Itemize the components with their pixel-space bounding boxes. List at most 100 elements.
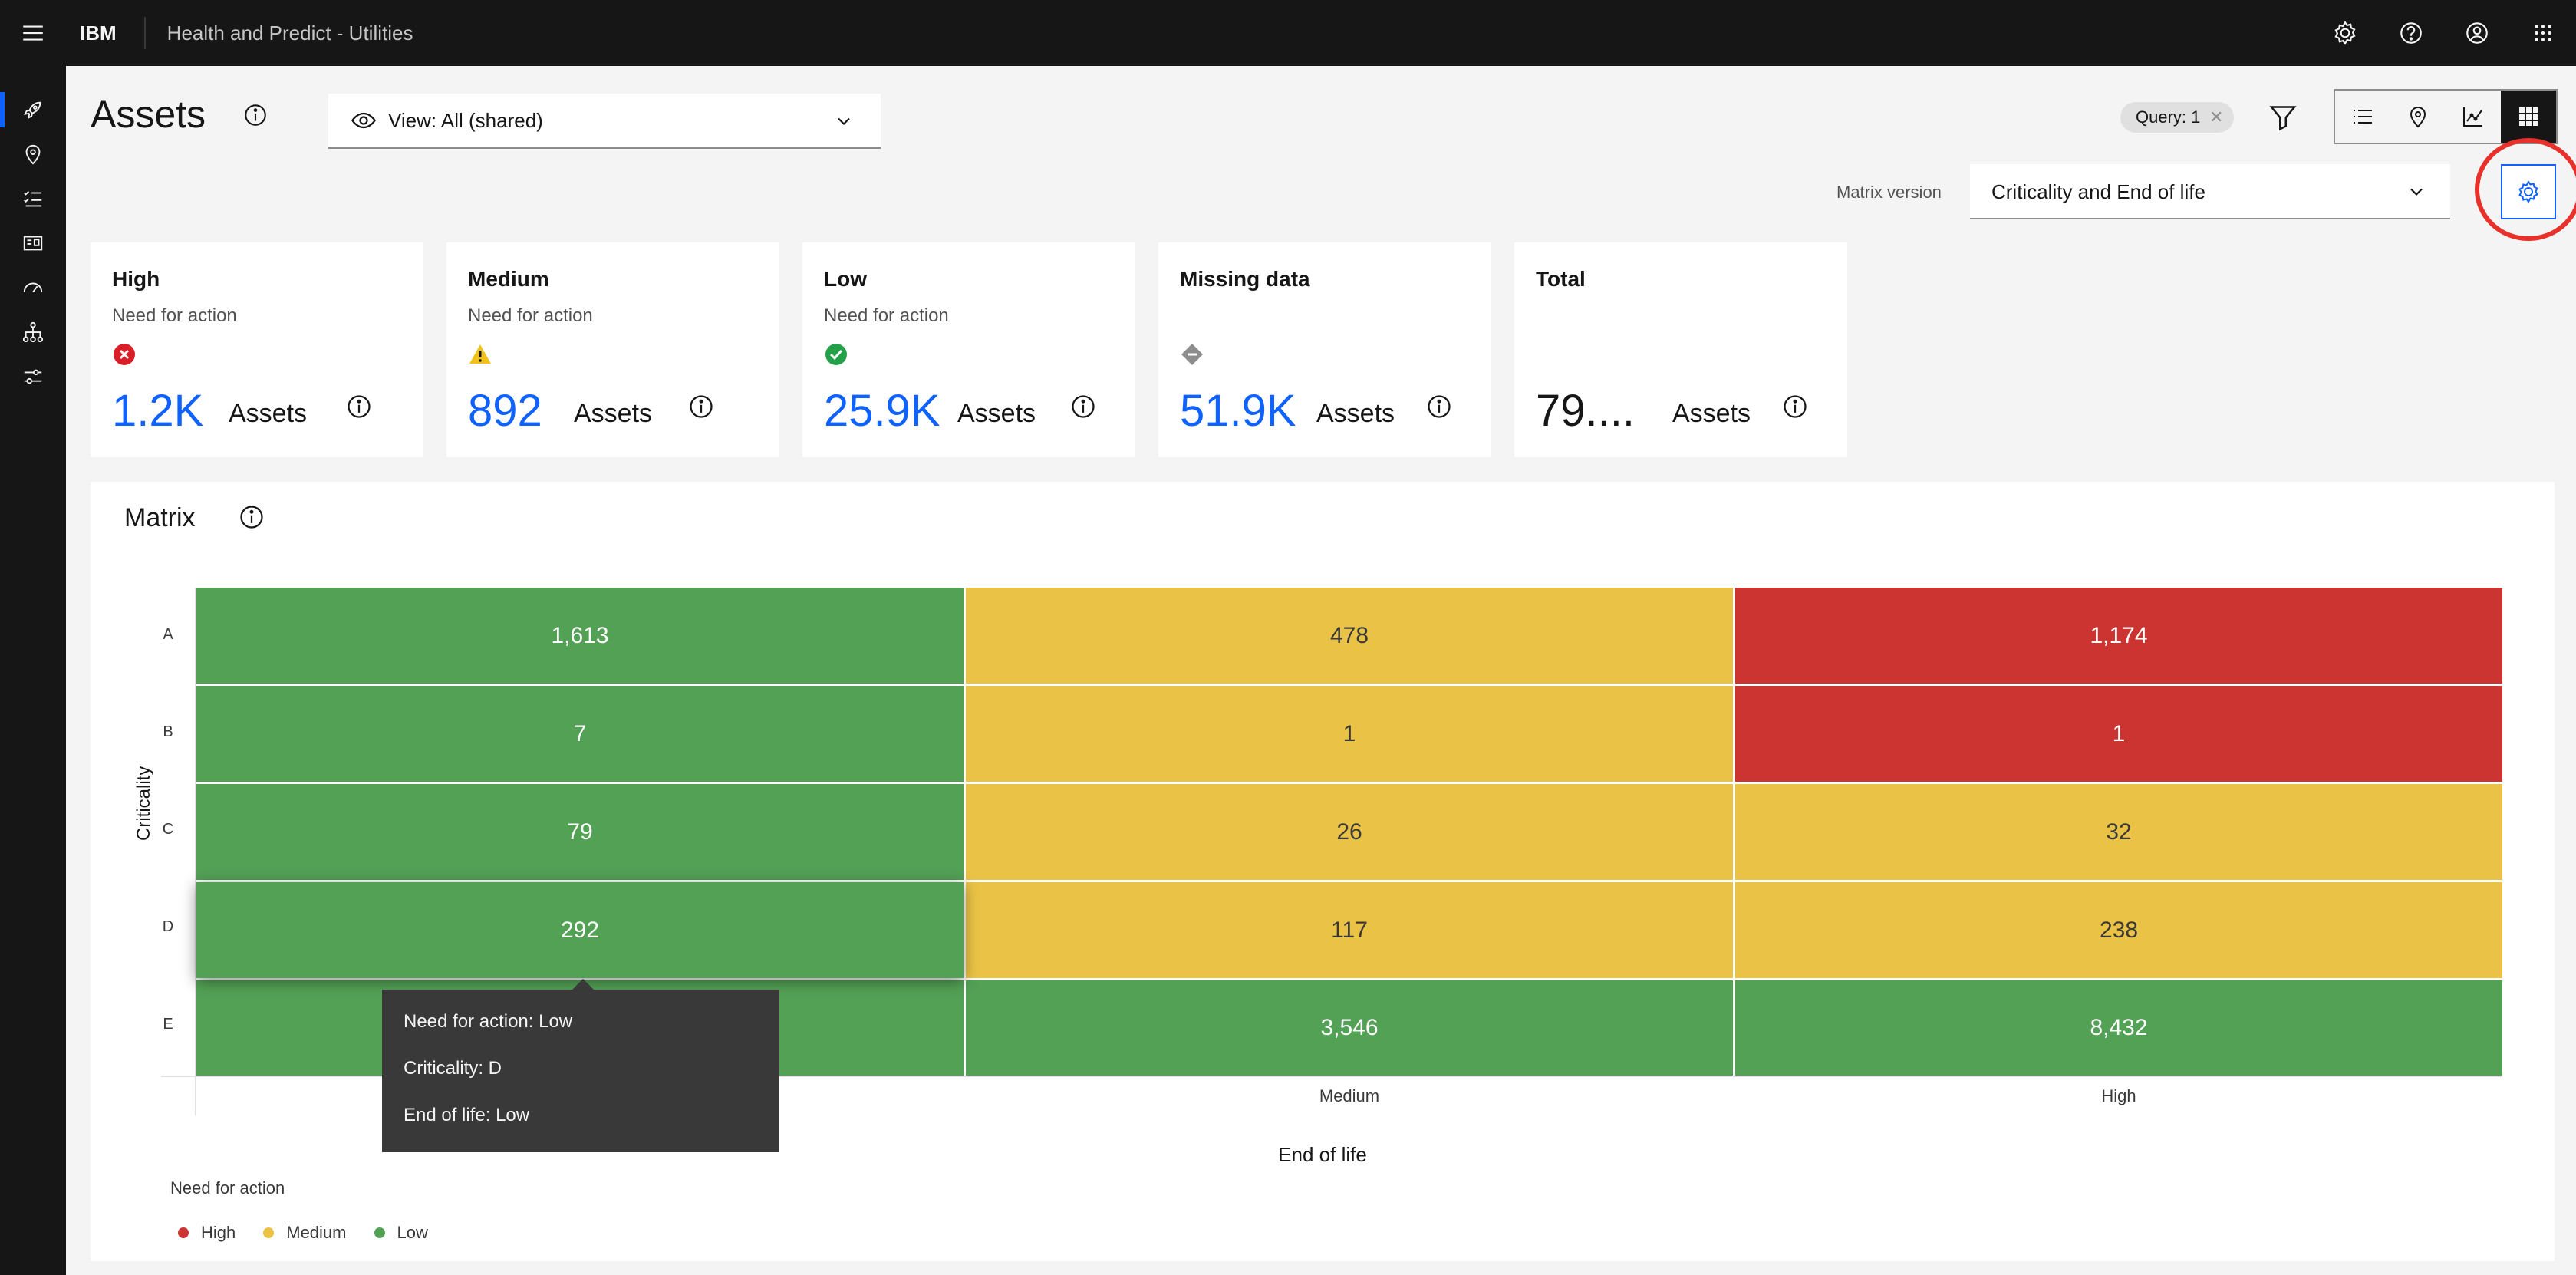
settings-icon[interactable] <box>2312 0 2378 66</box>
checklist-icon[interactable] <box>0 176 66 221</box>
legend: High Medium Low <box>178 1223 456 1243</box>
location-icon[interactable] <box>0 132 66 176</box>
matrix-icon[interactable] <box>2501 91 2556 143</box>
card-title: High <box>112 267 160 291</box>
list-icon[interactable] <box>2335 91 2390 143</box>
card-title: Missing data <box>1180 267 1310 291</box>
matrix-cell[interactable]: 292 <box>196 882 964 978</box>
info-icon[interactable] <box>238 503 265 531</box>
card-total[interactable]: Total 79.... Assets <box>1514 242 1847 457</box>
tooltip-line: Need for action: Low <box>404 1011 573 1032</box>
brand-name[interactable]: IBM <box>66 17 146 49</box>
x-axis-label: End of life <box>1278 1143 1367 1166</box>
card-subtitle: Need for action <box>824 305 949 326</box>
y-axis-label: Criticality <box>133 766 154 841</box>
matrix-cell[interactable]: 32 <box>1735 784 2502 880</box>
gauge-icon[interactable] <box>0 265 66 310</box>
matrix-settings-button[interactable] <box>2501 164 2556 219</box>
card-subtitle: Need for action <box>112 305 237 326</box>
matrix-cell[interactable]: 1,613 <box>196 588 964 684</box>
summary-cards: High Need for action 1.2K Assets Medium … <box>91 242 1870 457</box>
query-tag[interactable]: Query: 1 ✕ <box>2120 102 2235 133</box>
map-icon[interactable] <box>2390 91 2446 143</box>
success-icon <box>825 344 847 365</box>
legend-item-medium[interactable]: Medium <box>263 1223 347 1243</box>
card-unit: Assets <box>229 399 308 428</box>
info-icon[interactable] <box>1781 393 1809 420</box>
info-icon[interactable] <box>687 393 715 420</box>
matrix-title: Matrix <box>124 503 196 532</box>
matrix-cell[interactable]: 79 <box>196 784 964 880</box>
app-switcher-icon[interactable] <box>2510 0 2576 66</box>
tooltip-caret <box>572 979 594 990</box>
card-title: Low <box>824 267 867 291</box>
info-icon[interactable] <box>1069 393 1097 420</box>
matrix-panel: Matrix Criticality A B C D E 1,613 478 1… <box>91 482 2555 1261</box>
card-high[interactable]: High Need for action 1.2K Assets <box>91 242 423 457</box>
card-unit: Assets <box>1316 399 1395 428</box>
legend-label: High <box>201 1223 236 1242</box>
legend-item-high[interactable]: High <box>178 1223 236 1243</box>
legend-item-low[interactable]: Low <box>374 1223 428 1243</box>
card-value: 892 <box>468 386 542 436</box>
hierarchy-icon[interactable] <box>0 310 66 354</box>
user-icon[interactable] <box>2444 0 2510 66</box>
matrix-cell[interactable]: 1,174 <box>1735 588 2502 684</box>
menu-icon[interactable] <box>0 0 66 66</box>
column-label: High <box>2101 1086 2136 1105</box>
matrix-cell[interactable]: 1 <box>966 686 1733 782</box>
card-missing-data[interactable]: Missing data 51.9K Assets <box>1158 242 1491 457</box>
matrix-cell[interactable]: 26 <box>966 784 1733 880</box>
row-label: C <box>162 821 174 838</box>
missing-data-icon <box>1181 344 1203 365</box>
view-dropdown-value: View: All (shared) <box>388 108 543 132</box>
legend-dot <box>178 1227 189 1238</box>
eye-icon <box>351 112 376 129</box>
matrix-cell[interactable]: 117 <box>966 882 1733 978</box>
matrix-cell[interactable]: 1 <box>1735 686 2502 782</box>
dashboard-card-icon[interactable] <box>0 221 66 265</box>
card-title: Medium <box>468 267 549 291</box>
close-icon[interactable]: ✕ <box>2209 107 2224 127</box>
matrix-cell[interactable]: 8,432 <box>1735 980 2502 1076</box>
filter-icon[interactable] <box>2268 101 2298 132</box>
page-title: Assets <box>91 93 206 136</box>
matrix-cell[interactable]: 238 <box>1735 882 2502 978</box>
card-subtitle <box>1180 305 1470 328</box>
card-low[interactable]: Low Need for action 25.9K Assets <box>802 242 1135 457</box>
card-unit: Assets <box>1672 399 1751 428</box>
card-unit: Assets <box>574 399 653 428</box>
matrix-cell[interactable]: 7 <box>196 686 964 782</box>
matrix-version-dropdown[interactable]: Criticality and End of life <box>1970 164 2450 219</box>
card-subtitle <box>1536 305 1826 328</box>
row-label: B <box>163 723 173 740</box>
matrix-cell[interactable]: 3,546 <box>966 980 1733 1076</box>
info-icon[interactable] <box>242 102 268 128</box>
sliders-icon[interactable] <box>0 354 66 399</box>
legend-dot <box>263 1227 275 1238</box>
matrix-version-value: Criticality and End of life <box>1991 180 2205 203</box>
info-icon[interactable] <box>345 393 373 420</box>
card-value: 79.... <box>1536 386 1635 436</box>
legend-dot <box>374 1227 385 1238</box>
legend-label: Medium <box>286 1223 347 1242</box>
rocket-icon[interactable] <box>0 87 66 132</box>
row-label: A <box>163 626 173 643</box>
card-value: 51.9K <box>1180 386 1296 436</box>
card-medium[interactable]: Medium Need for action 892 Assets <box>446 242 779 457</box>
chevron-down-icon <box>2410 188 2423 196</box>
legend-title: Need for action <box>170 1178 285 1198</box>
view-dropdown[interactable]: View: All (shared) <box>328 94 881 149</box>
card-title: Total <box>1536 267 1586 291</box>
view-mode-switcher <box>2334 89 2558 144</box>
matrix-cell[interactable]: 478 <box>966 588 1733 684</box>
side-nav <box>0 66 66 1275</box>
error-icon <box>114 344 135 365</box>
chevron-down-icon <box>838 117 850 126</box>
chart-icon[interactable] <box>2446 91 2501 143</box>
legend-label: Low <box>397 1223 428 1242</box>
product-name[interactable]: Health and Predict - Utilities <box>166 21 413 44</box>
info-icon[interactable] <box>1425 393 1453 420</box>
tooltip-line: End of life: Low <box>404 1105 530 1125</box>
help-icon[interactable] <box>2378 0 2444 66</box>
